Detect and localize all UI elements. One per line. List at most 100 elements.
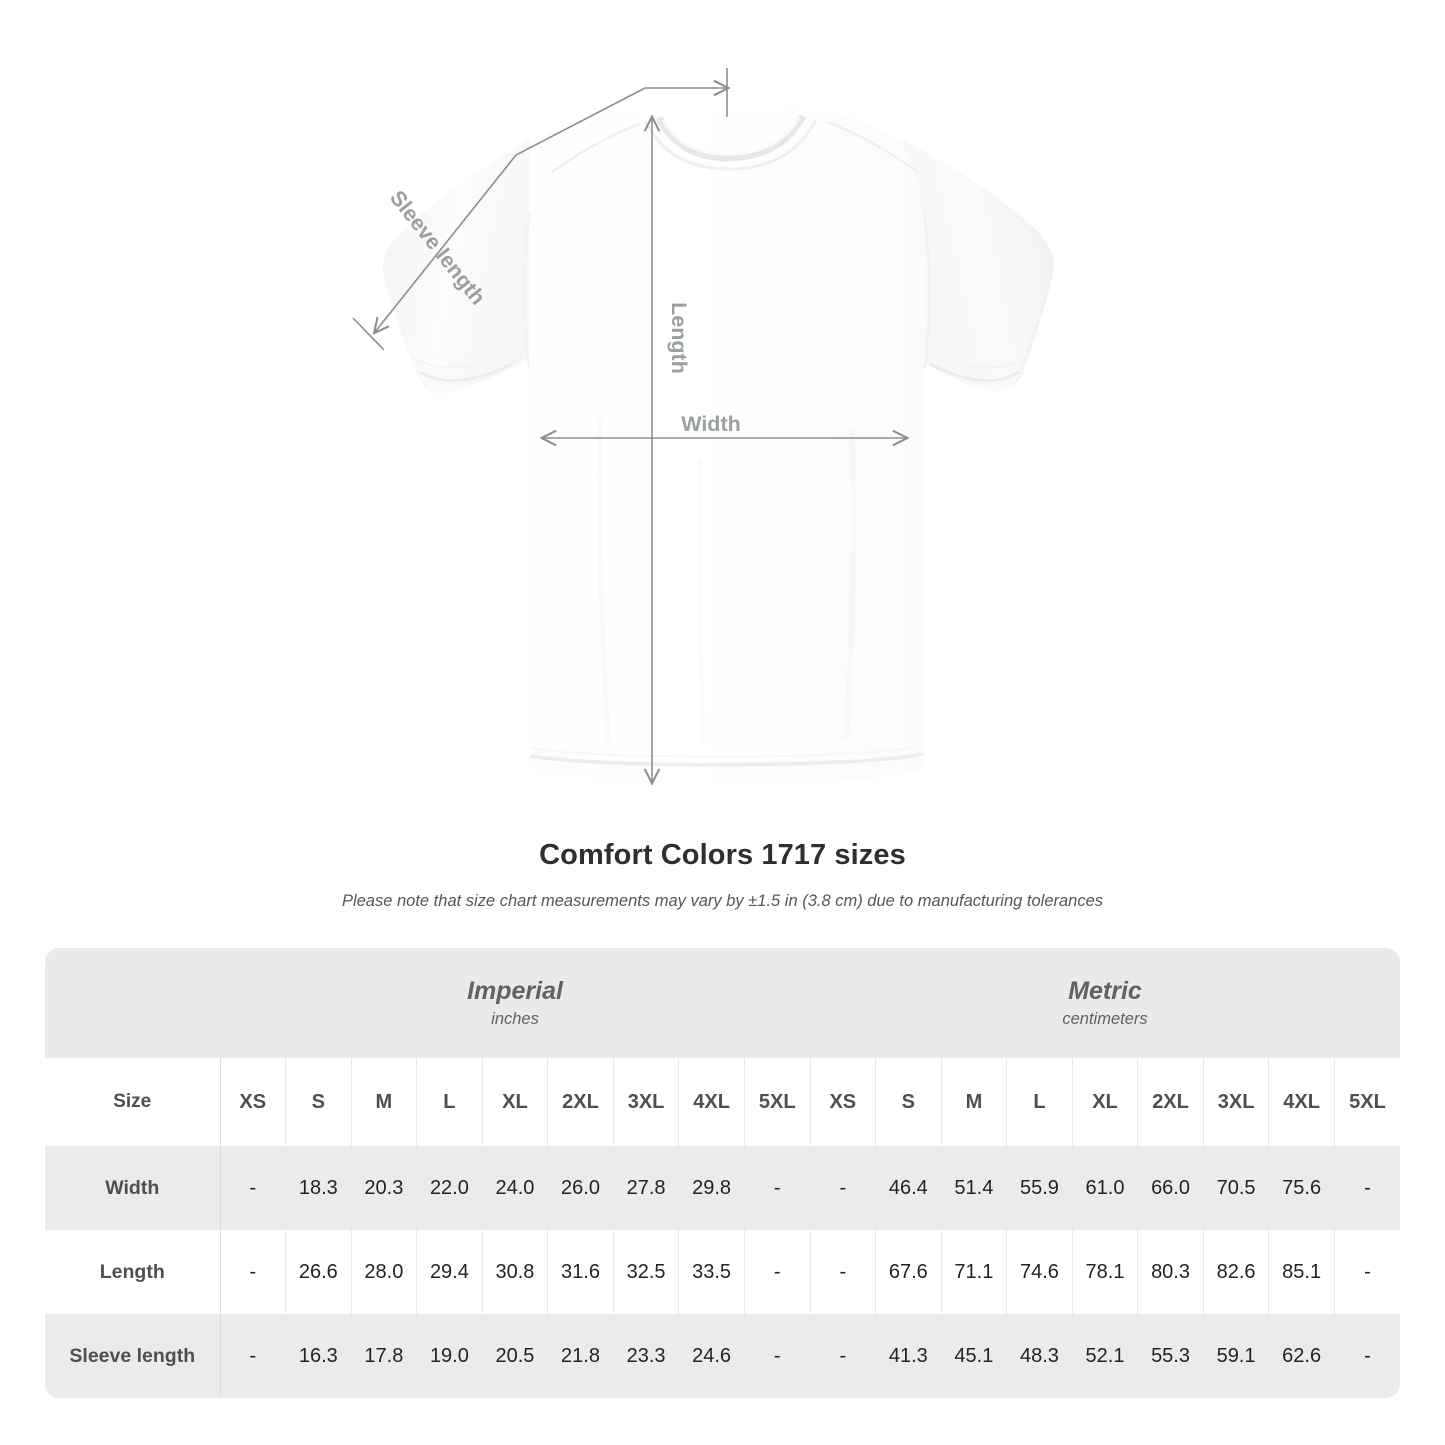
cell-length-imperial-s: 26.6 xyxy=(285,1230,352,1314)
cell-length-imperial-xl: 30.8 xyxy=(481,1230,548,1314)
cell-sleeve-length-metric-l: 48.3 xyxy=(1006,1314,1073,1398)
size-header-m-12: M xyxy=(940,1058,1007,1146)
size-header-5xl-18: 5XL xyxy=(1333,1058,1401,1146)
size-header-row: Size XS S M L XL 2XL 3XL 4XL 5XL XS S M L XL 2XL 3XL 4XL 5… xyxy=(45,1058,1401,1146)
cell-length-imperial-4xl: 33.5 xyxy=(678,1230,745,1314)
table-row: Width -18.3 20.3 22.0 24.0 26.0 27.8 29.8- -46.4… xyxy=(45,1146,1401,1230)
width-arrow: Width xyxy=(543,412,906,438)
size-chart-table: Imperial inches Metric centimeters Size X… xyxy=(45,948,1401,1398)
cell-width-metric-5xl: - xyxy=(1333,1146,1401,1230)
cell-sleeve-length-imperial-5xl: - xyxy=(743,1314,811,1398)
cell-sleeve-length-imperial-xl: 20.5 xyxy=(481,1314,548,1398)
cell-width-metric-4xl: 75.6 xyxy=(1268,1146,1335,1230)
cell-sleeve-length-metric-2xl: 55.3 xyxy=(1137,1314,1204,1398)
cell-sleeve-length-imperial-3xl: 23.3 xyxy=(612,1314,679,1398)
width-label: Width xyxy=(681,412,741,436)
cell-length-metric-l: 74.6 xyxy=(1006,1230,1073,1314)
size-header-m-3: M xyxy=(350,1058,417,1146)
size-header-l-13: L xyxy=(1006,1058,1073,1146)
unit-banner-row: Imperial inches Metric centimeters xyxy=(45,948,1401,1058)
table-row: Length -26.6 28.0 29.4 30.8 31.6 32.5 33.5- -67.… xyxy=(45,1230,1401,1314)
page-title: Comfort Colors 1717 sizes xyxy=(539,839,906,871)
cell-sleeve-length-imperial-l: 19.0 xyxy=(416,1314,483,1398)
unit-group-imperial-sub: inches xyxy=(491,1010,539,1029)
unit-group-imperial: Imperial inches xyxy=(220,948,811,1058)
row-label-length: Length xyxy=(45,1230,220,1314)
cell-width-metric-m: 51.4 xyxy=(940,1146,1007,1230)
cell-width-metric-3xl: 70.5 xyxy=(1202,1146,1269,1230)
cell-length-imperial-m: 28.0 xyxy=(350,1230,417,1314)
cell-length-metric-3xl: 82.6 xyxy=(1202,1230,1269,1314)
cell-width-imperial-xl: 24.0 xyxy=(481,1146,548,1230)
cell-width-imperial-m: 20.3 xyxy=(350,1146,417,1230)
cell-sleeve-length-imperial-2xl: 21.8 xyxy=(547,1314,614,1398)
cell-width-metric-xl: 61.0 xyxy=(1071,1146,1138,1230)
cell-width-imperial-3xl: 27.8 xyxy=(612,1146,679,1230)
cell-length-imperial-5xl: - xyxy=(743,1230,811,1314)
cell-width-metric-2xl: 66.0 xyxy=(1137,1146,1204,1230)
size-header-s-2: S xyxy=(285,1058,352,1146)
cell-width-metric-xs: - xyxy=(809,1146,876,1230)
size-header-xl-5: XL xyxy=(481,1058,548,1146)
caption-block: Comfort Colors 1717 sizes Please note th… xyxy=(0,838,1445,912)
cell-length-metric-5xl: - xyxy=(1333,1230,1401,1314)
unit-group-metric-sub: centimeters xyxy=(1062,1010,1148,1029)
cell-length-imperial-2xl: 31.6 xyxy=(547,1230,614,1314)
size-header-4xl-8: 4XL xyxy=(678,1058,745,1146)
cell-sleeve-length-metric-3xl: 59.1 xyxy=(1202,1314,1269,1398)
cell-width-imperial-xs: - xyxy=(219,1146,286,1230)
size-header-2xl-6: 2XL xyxy=(547,1058,614,1146)
cell-sleeve-length-metric-xs: - xyxy=(809,1314,876,1398)
tolerance-note: Please note that size chart measurements… xyxy=(341,891,1104,910)
cell-sleeve-length-metric-5xl: - xyxy=(1333,1314,1401,1398)
table-row: Sleeve length -16.3 17.8 19.0 20.5 21.8 23.3 24… xyxy=(45,1314,1401,1398)
size-header-label: Size xyxy=(45,1058,220,1146)
size-header-xl-14: XL xyxy=(1071,1058,1138,1146)
size-header-4xl-17: 4XL xyxy=(1268,1058,1335,1146)
size-header-3xl-7: 3XL xyxy=(612,1058,679,1146)
cell-sleeve-length-metric-m: 45.1 xyxy=(940,1314,1007,1398)
cell-sleeve-length-metric-xl: 52.1 xyxy=(1071,1314,1138,1398)
unit-group-metric-name: Metric xyxy=(1068,976,1142,1005)
cell-length-metric-4xl: 85.1 xyxy=(1268,1230,1335,1314)
cell-width-metric-l: 55.9 xyxy=(1006,1146,1073,1230)
tshirt-diagram: Sleeve length Length Width xyxy=(352,68,1054,787)
length-label: Length xyxy=(667,302,691,374)
unit-group-imperial-name: Imperial xyxy=(467,976,563,1005)
cell-length-metric-xs: - xyxy=(809,1230,876,1314)
cell-width-imperial-4xl: 29.8 xyxy=(678,1146,745,1230)
cell-width-imperial-s: 18.3 xyxy=(285,1146,352,1230)
size-header-2xl-15: 2XL xyxy=(1137,1058,1204,1146)
length-arrow: Length xyxy=(652,118,691,782)
cell-length-imperial-3xl: 32.5 xyxy=(612,1230,679,1314)
size-header-l-4: L xyxy=(416,1058,483,1146)
cell-length-imperial-l: 29.4 xyxy=(416,1230,483,1314)
unit-group-metric: Metric centimeters xyxy=(810,948,1401,1058)
cell-length-imperial-xs: - xyxy=(219,1230,286,1314)
cell-sleeve-length-metric-s: 41.3 xyxy=(875,1314,942,1398)
cell-sleeve-length-imperial-s: 16.3 xyxy=(285,1314,352,1398)
row-label-width: Width xyxy=(45,1146,220,1230)
cell-length-metric-s: 67.6 xyxy=(875,1230,942,1314)
size-chart-table-wrapper: Imperial inches Metric centimeters Size X… xyxy=(45,948,1401,1398)
size-header-xs-10: XS xyxy=(809,1058,876,1146)
cell-width-metric-s: 46.4 xyxy=(875,1146,942,1230)
size-header-5xl-9: 5XL xyxy=(743,1058,811,1146)
cell-sleeve-length-metric-4xl: 62.6 xyxy=(1268,1314,1335,1398)
tshirt-shape xyxy=(382,105,1054,787)
cell-width-imperial-l: 22.0 xyxy=(416,1146,483,1230)
cell-length-metric-m: 71.1 xyxy=(940,1230,1007,1314)
size-header-3xl-16: 3XL xyxy=(1202,1058,1269,1146)
cell-sleeve-length-imperial-4xl: 24.6 xyxy=(678,1314,745,1398)
cell-width-imperial-2xl: 26.0 xyxy=(547,1146,614,1230)
cell-width-imperial-5xl: - xyxy=(743,1146,811,1230)
cell-sleeve-length-imperial-m: 17.8 xyxy=(350,1314,417,1398)
cell-sleeve-length-imperial-xs: - xyxy=(219,1314,286,1398)
size-header-xs-1: XS xyxy=(219,1058,286,1146)
tshirt-illustration: Sleeve length Length Width xyxy=(352,68,1054,787)
row-label-sleeve-length: Sleeve length xyxy=(45,1314,220,1398)
cell-length-metric-xl: 78.1 xyxy=(1071,1230,1138,1314)
unit-banner-blank xyxy=(45,948,220,1058)
size-header-s-11: S xyxy=(875,1058,942,1146)
cell-length-metric-2xl: 80.3 xyxy=(1137,1230,1204,1314)
